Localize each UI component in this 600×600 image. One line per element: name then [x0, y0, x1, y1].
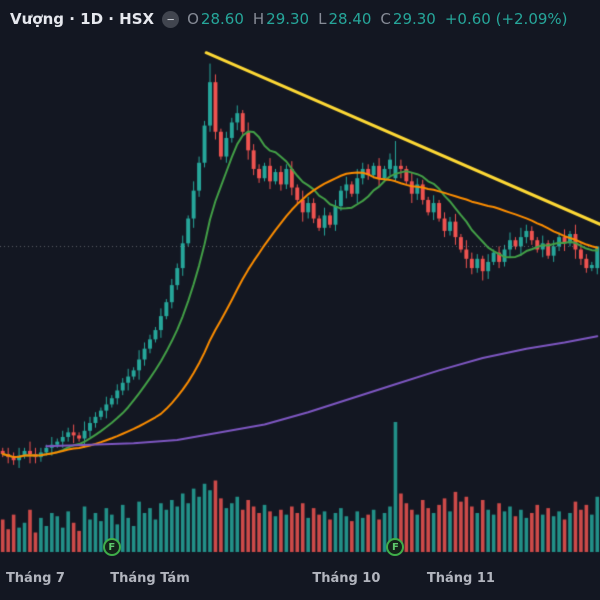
close-label: C: [380, 10, 391, 28]
open-label: O: [187, 10, 199, 28]
time-axis-label: Tháng Tám: [110, 571, 190, 586]
ohlc-row: O 28.60 H 29.30 L 28.40 C 29.30 +0.60 (+2.09…: [187, 10, 567, 28]
dividend-event-marker[interactable]: F: [102, 538, 121, 556]
time-axis-label: Tháng 11: [426, 571, 495, 586]
high-label: H: [252, 10, 265, 28]
symbol-title[interactable]: Vượng · 1D · HSX: [10, 10, 155, 28]
time-axis[interactable]: Tháng 7 Tháng Tám Tháng 10 Tháng 11 F F: [0, 530, 600, 600]
close-value: 29.30: [392, 10, 436, 28]
high-pair: H 29.30: [253, 10, 309, 28]
minus-icon: −: [166, 11, 175, 27]
open-pair: O 28.60: [187, 10, 244, 28]
high-value: 29.30: [266, 10, 310, 28]
time-axis-label: Tháng 7: [5, 571, 65, 586]
dividend-event-marker[interactable]: F: [386, 538, 405, 556]
legend-bar: Vượng · 1D · HSX − O 28.60 H 29.30 L 28.40 …: [10, 10, 600, 28]
time-axis-label: Tháng 10: [312, 571, 381, 586]
close-pair: C 29.30: [380, 10, 435, 28]
open-value: 28.60: [200, 10, 244, 28]
low-value: 28.40: [328, 10, 372, 28]
low-pair: L 28.40: [318, 10, 371, 28]
change-value: +0.60 (+2.09%): [444, 10, 568, 28]
low-label: L: [318, 10, 327, 28]
legend-collapse-button[interactable]: −: [162, 10, 180, 28]
